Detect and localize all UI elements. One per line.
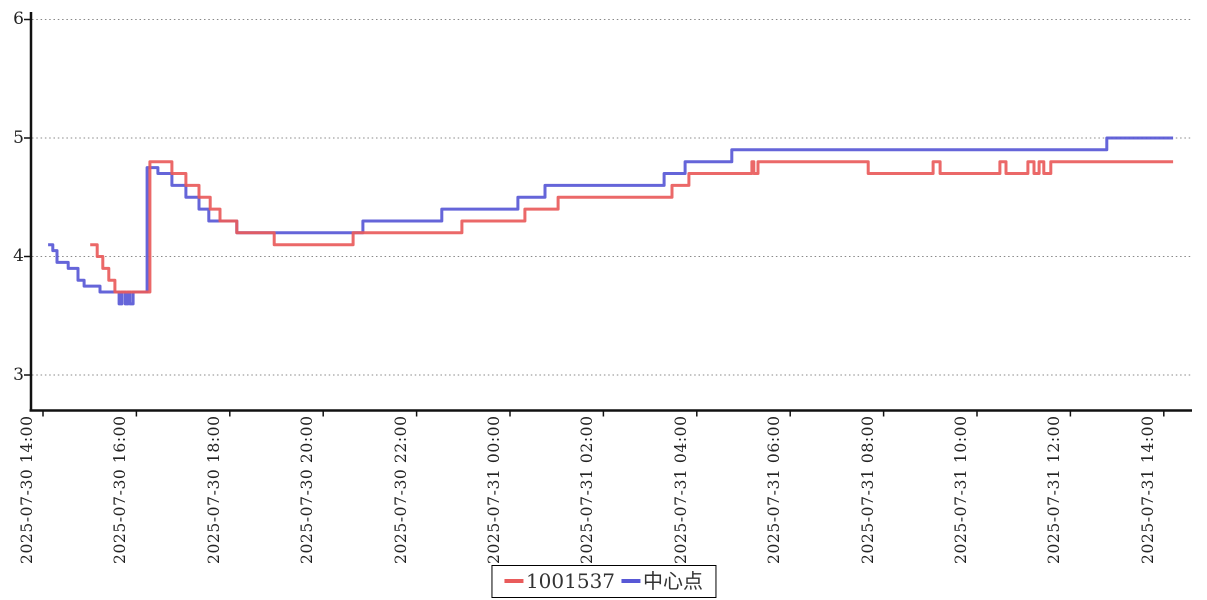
x-tick-label: 2025-07-30 22:00: [391, 415, 410, 564]
x-tick-label: 2025-07-31 10:00: [952, 415, 970, 564]
x-tick-label: 2025-07-30 16:00: [111, 415, 130, 564]
x-tick-label: 2025-07-30 20:00: [298, 415, 317, 564]
x-tick-label: 2025-07-31 04:00: [671, 415, 690, 564]
x-tick-label: 2025-07-31 06:00: [765, 415, 784, 564]
legend-label-1001537: 1001537: [525, 569, 616, 593]
y-tick-label: 3: [13, 364, 24, 385]
x-tick-label: 2025-07-31 14:00: [1138, 415, 1157, 564]
y-tick-label: 6: [13, 9, 24, 29]
y-tick-label: 5: [13, 127, 24, 148]
x-tick-label: 2025-07-31 12:00: [1045, 415, 1064, 564]
x-tick-label: 2025-07-30 14:00: [18, 415, 36, 564]
x-tick-label: 2025-07-31 00:00: [485, 415, 503, 564]
legend-dash-1001537: [503, 579, 523, 583]
series-line-中心点: [48, 136, 1174, 306]
x-tick-label: 2025-07-30 18:00: [204, 415, 223, 564]
legend-dash-centerpoint: [621, 579, 641, 583]
legend-label-centerpoint: 中心点: [643, 569, 704, 593]
x-tick-label: 2025-07-31 02:00: [578, 415, 597, 564]
x-tick-label: 2025-07-31 08:00: [858, 415, 877, 564]
legend: 1001537 中心点: [490, 565, 717, 598]
y-tick-label: 4: [13, 246, 24, 266]
series-line-1001537: [90, 160, 1174, 294]
